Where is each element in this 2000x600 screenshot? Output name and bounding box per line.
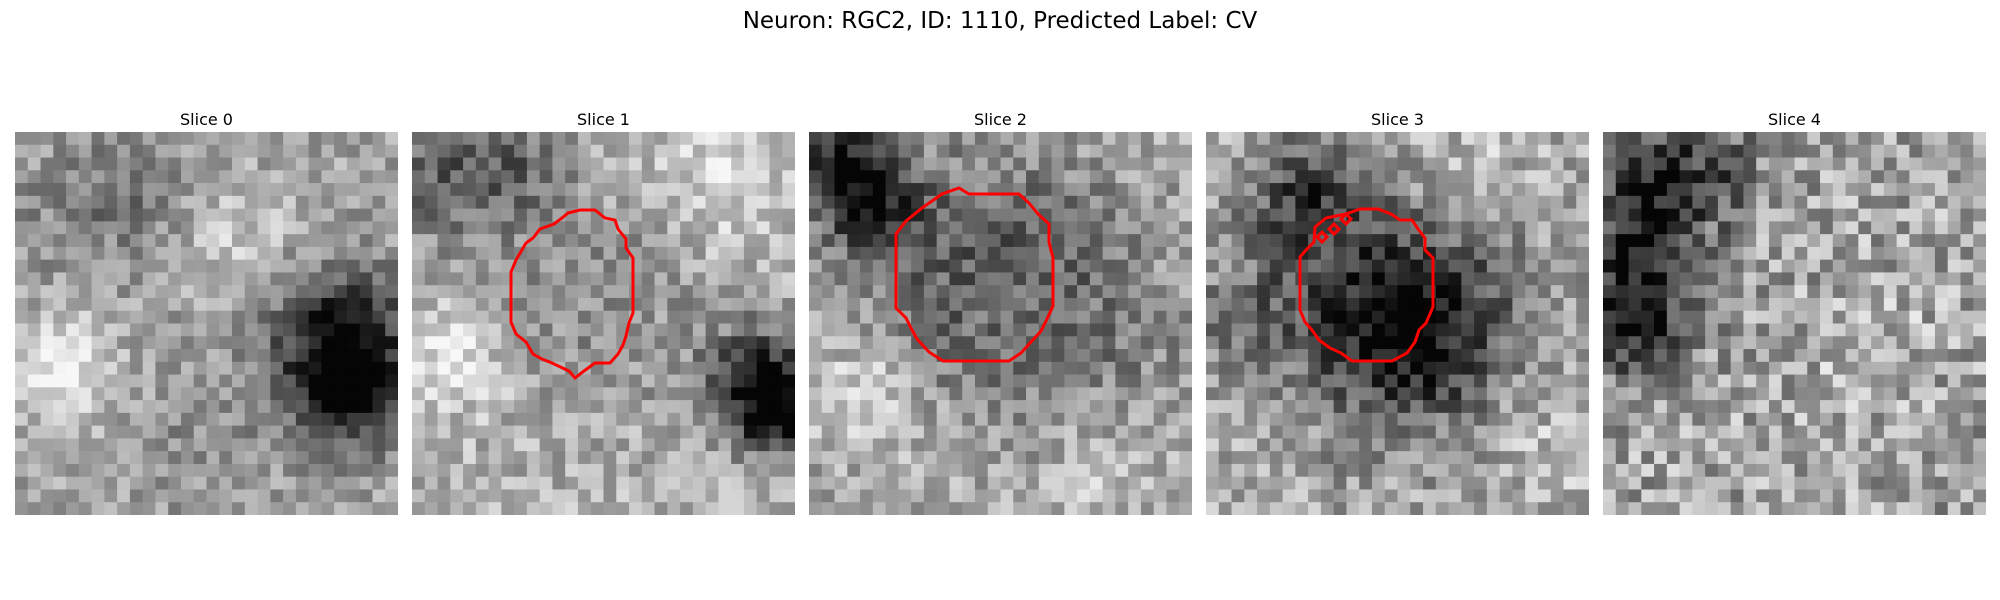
- segmentation-contour: [894, 186, 1055, 363]
- slice-title-3: Slice 3: [1371, 110, 1424, 129]
- slice-panel-3: Slice 3: [1206, 108, 1589, 515]
- slice-title-2: Slice 2: [974, 110, 1027, 129]
- slice-panel-0: Slice 0: [15, 108, 398, 515]
- slice-title-0: Slice 0: [180, 110, 233, 129]
- slice-title-1: Slice 1: [577, 110, 630, 129]
- segmentation-contour: [509, 208, 635, 381]
- slice-image-0: [15, 132, 398, 515]
- figure-title: Neuron: RGC2, ID: 1110, Predicted Label:…: [742, 8, 1258, 34]
- slice-title-4: Slice 4: [1768, 110, 1821, 129]
- slice-panel-1: Slice 1: [412, 108, 795, 515]
- slice-image-4: [1603, 132, 1986, 515]
- segmentation-contour: [1298, 207, 1435, 363]
- slice-panel-2: Slice 2: [809, 108, 1192, 515]
- slice-image-1: [412, 132, 795, 515]
- slice-image-3: [1206, 132, 1589, 515]
- slice-image-2: [809, 132, 1192, 515]
- slice-panel-4: Slice 4: [1603, 108, 1986, 515]
